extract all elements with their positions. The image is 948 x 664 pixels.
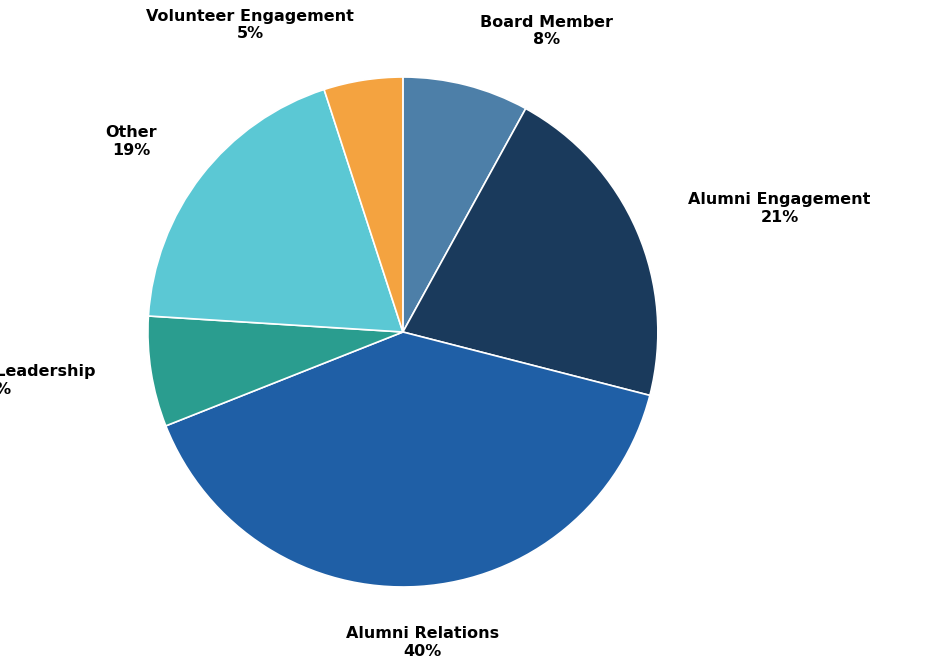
Wedge shape: [148, 316, 403, 426]
Text: Board Member
8%: Board Member 8%: [481, 15, 613, 47]
Text: Alumni Engagement
21%: Alumni Engagement 21%: [688, 193, 871, 224]
Text: Other
19%: Other 19%: [105, 125, 157, 157]
Wedge shape: [403, 108, 658, 395]
Wedge shape: [166, 332, 650, 587]
Wedge shape: [403, 77, 526, 332]
Text: Alumni Relations
40%: Alumni Relations 40%: [346, 626, 499, 659]
Text: Executive Leadership
7%: Executive Leadership 7%: [0, 365, 96, 397]
Text: Volunteer Engagement
5%: Volunteer Engagement 5%: [146, 9, 355, 41]
Wedge shape: [324, 77, 403, 332]
Wedge shape: [149, 90, 403, 332]
